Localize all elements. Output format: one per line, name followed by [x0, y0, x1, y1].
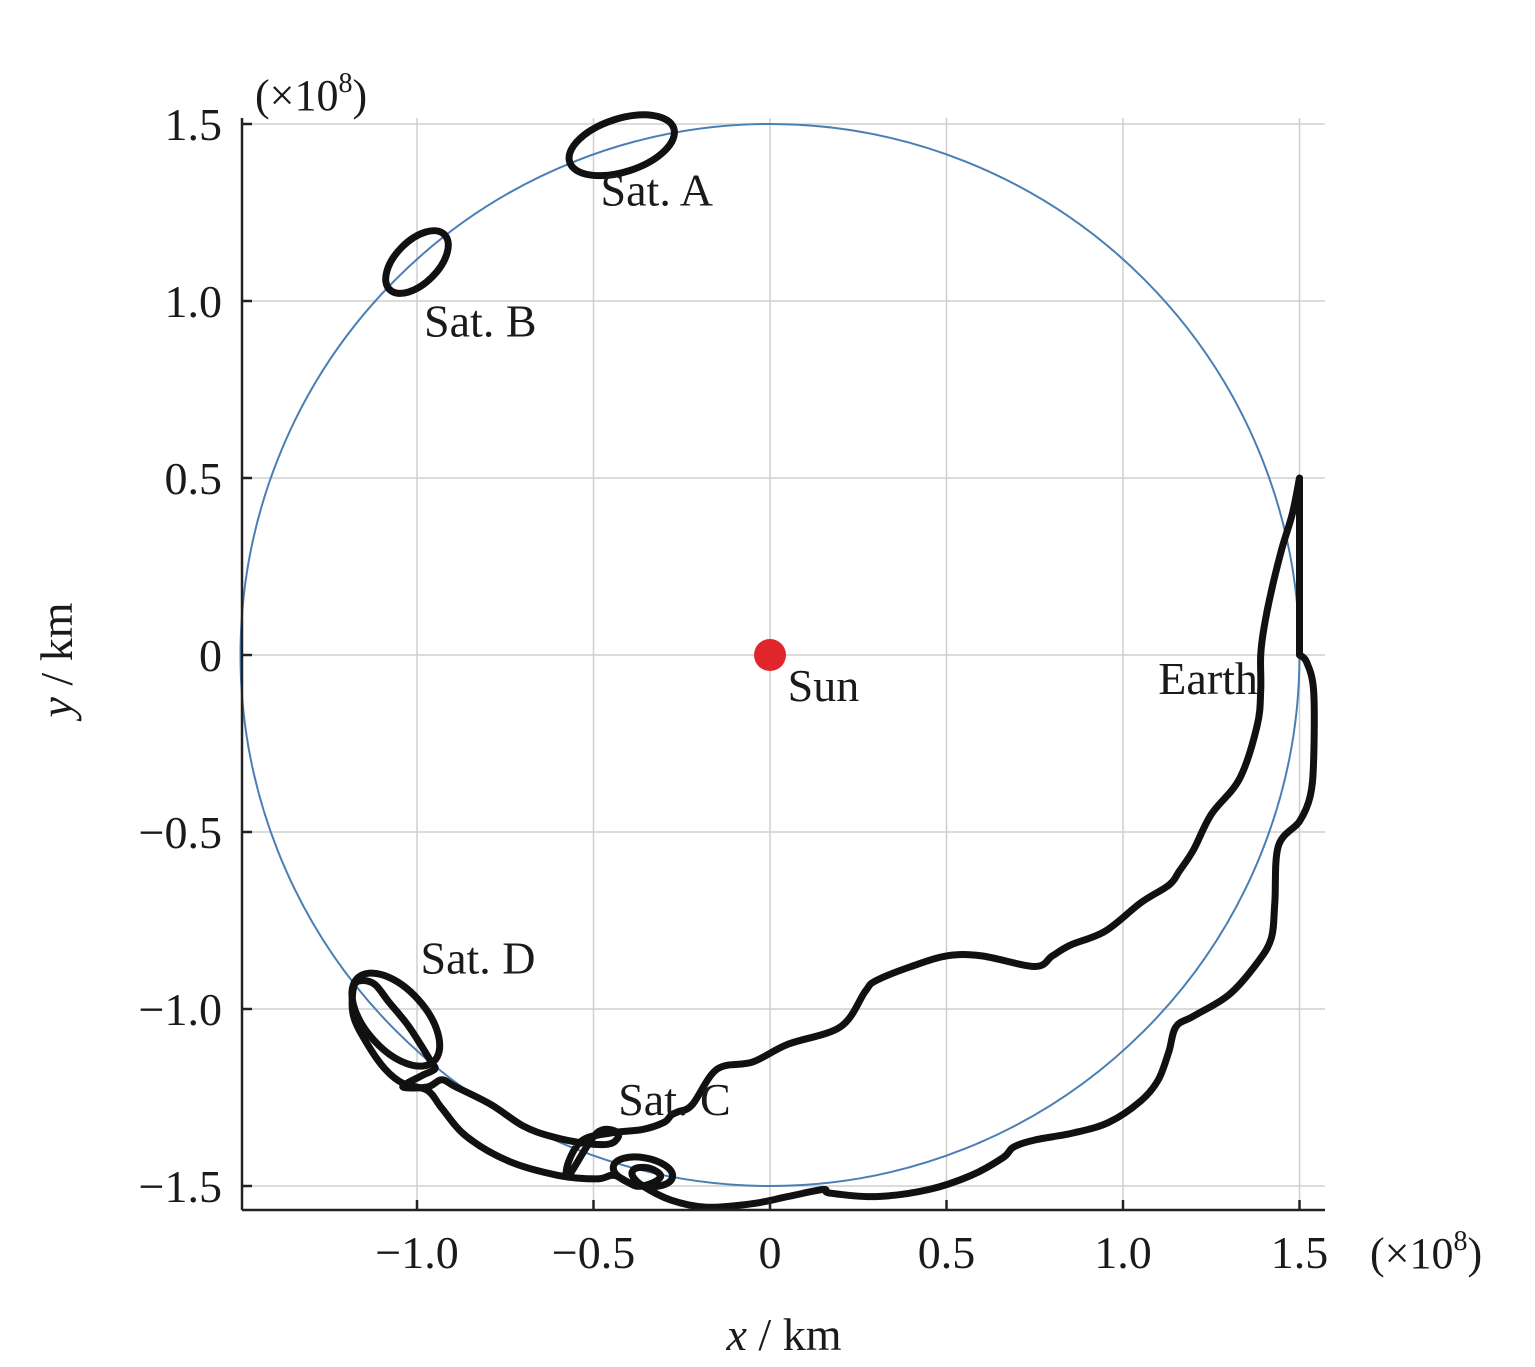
annotation-sat-d: Sat. D: [421, 933, 536, 984]
annotation-sun: Sun: [788, 660, 860, 711]
y-tick-label-5: −1.0: [139, 984, 222, 1035]
x-tick-label-4: 1.0: [1094, 1227, 1152, 1278]
x-axis-label-unit: / km: [747, 1309, 842, 1360]
x-tick-label-0: −1.0: [375, 1227, 458, 1278]
y-tick-label-0: 1.5: [165, 99, 223, 150]
y-axis-scale-factor: (×108): [255, 68, 367, 120]
x-axis-scale-factor: (×108): [1370, 1226, 1482, 1278]
x-axis-label: x / km: [726, 1309, 842, 1360]
sun-marker: [754, 639, 786, 671]
satellite-trajectory-layer: [348, 111, 1318, 1211]
y-tick-label-4: −0.5: [139, 807, 222, 858]
sat-d-loop: [348, 969, 444, 1070]
y-tick-label-3: 0: [199, 630, 222, 681]
y-axis-label: y / km: [31, 602, 82, 721]
x-tick-label-5: 1.5: [1271, 1227, 1329, 1278]
annotation-sat-b: Sat. B: [424, 295, 536, 346]
y-tick-label-6: −1.5: [139, 1161, 222, 1212]
y-tick-label-1: 1.0: [165, 276, 223, 327]
sat-b-loop: [382, 227, 452, 297]
annotation-sat-a: Sat. A: [601, 164, 713, 215]
sat-c-loop: [609, 1153, 677, 1191]
tick-layer: −1.0 −0.5 0 0.5 1.0 1.5 1.5 1.0 0.5 0 −0.5 −1.0 −1.5: [139, 99, 1329, 1278]
x-tick-label-3: 0.5: [918, 1227, 976, 1278]
y-axis-label-unit: / km: [31, 602, 82, 697]
satellite-trajectory: [348, 474, 1318, 1211]
sat-a-loop: [565, 111, 678, 180]
annotation-earth: Earth: [1158, 653, 1258, 704]
x-axis-label-var: x: [726, 1309, 748, 1360]
y-axis-label-var: y: [31, 696, 82, 721]
x-tick-label-1: −0.5: [552, 1227, 635, 1278]
y-tick-label-2: 0.5: [165, 453, 223, 504]
annotation-sat-c: Sat. C: [618, 1074, 730, 1125]
x-tick-label-2: 0: [759, 1227, 782, 1278]
annotation-layer: Sat. A Sat. B Sun Earth Sat. D Sat. C: [421, 164, 1258, 1125]
sun-layer: [754, 639, 786, 671]
